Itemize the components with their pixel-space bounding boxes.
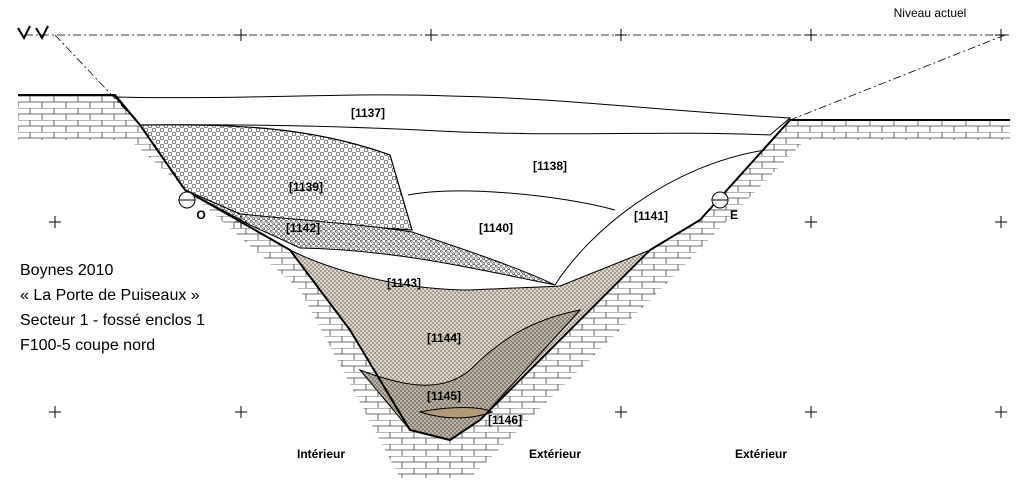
bedrock: [18, 95, 1010, 478]
layer-label: [1141]: [634, 209, 668, 223]
marker-label: O: [196, 208, 205, 222]
layer-1145: [358, 309, 582, 441]
layer-label: [1138]: [533, 159, 567, 173]
layer-1139: [138, 124, 413, 231]
layer-1140-line: [407, 149, 766, 286]
layer-label: [1146]: [488, 413, 522, 427]
break-symbol: [17, 25, 49, 41]
level-label: Niveau actuel: [894, 6, 967, 20]
layer-1144: [289, 249, 651, 441]
caption-line: Boynes 2010: [20, 262, 114, 279]
layer-label: [1139]: [289, 180, 323, 194]
layer-label: [1145]: [427, 389, 461, 403]
layer-label: [1137]: [351, 106, 385, 120]
layer-1146: [418, 407, 494, 419]
trench-edge: [18, 94, 1010, 442]
marker-label: E: [730, 208, 738, 222]
layer-1137: [113, 94, 792, 136]
layer-label: [1144]: [427, 331, 461, 345]
layer-label: [1140]: [479, 221, 513, 235]
grid-crosses: [49, 29, 1007, 418]
layer-label: [1143]: [387, 276, 421, 290]
layer-label: [1142]: [286, 221, 320, 235]
reference-lines: [25, 34, 1010, 126]
caption-line: « La Porte de Puiseaux »: [20, 287, 200, 304]
orientation-label: Extérieur: [735, 447, 787, 461]
orientation-label: Extérieur: [529, 447, 581, 461]
caption-line: Secteur 1 - fossé enclos 1: [20, 312, 205, 329]
layer-1142: [184, 189, 556, 286]
orientation-label: Intérieur: [297, 447, 345, 461]
caption-line: F100-5 coupe nord: [20, 337, 155, 354]
